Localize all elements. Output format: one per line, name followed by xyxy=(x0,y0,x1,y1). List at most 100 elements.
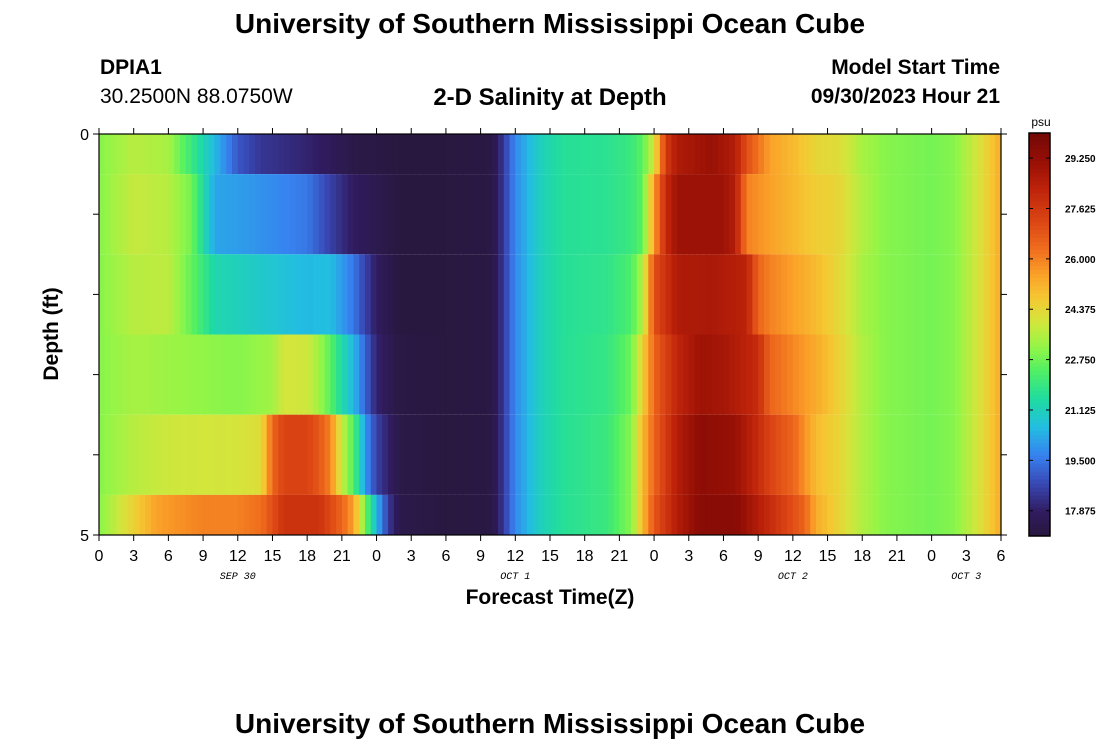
heatmap-cell xyxy=(972,414,979,495)
heatmap-cell xyxy=(636,254,644,335)
heatmap-cell xyxy=(844,494,852,535)
colorbar-segment xyxy=(1029,205,1050,211)
x-tick-label: 3 xyxy=(684,548,693,565)
heatmap-cell xyxy=(145,494,152,535)
heatmap-cell xyxy=(896,494,904,535)
heatmap-cell xyxy=(804,134,811,175)
axes: 0 3 6 9 12 15 18 21 0 3 6 9 12 15 18 21 0 3 6 9 12 15 18 21 0 3 6 S… xyxy=(80,127,1007,583)
heatmap-cell xyxy=(249,134,256,175)
heatmap-cell xyxy=(347,134,355,175)
heatmap-cell xyxy=(954,174,962,255)
heatmap-cell xyxy=(613,334,620,415)
heatmap-cell xyxy=(133,334,141,415)
heatmap-cell xyxy=(688,414,696,495)
heatmap-cell xyxy=(977,494,985,535)
heatmap-cell xyxy=(463,134,470,175)
heatmap-cell xyxy=(174,174,181,255)
heatmap-cell xyxy=(440,494,447,535)
heatmap-cell xyxy=(781,414,788,495)
heatmap-cell xyxy=(902,334,910,415)
heatmap-cell xyxy=(457,174,464,255)
heatmap-cell xyxy=(231,334,239,415)
heatmap-cell xyxy=(619,414,626,495)
heatmap-cell xyxy=(139,134,146,175)
heatmap-cell xyxy=(989,334,996,415)
heatmap-cell xyxy=(411,494,418,535)
colorbar-segment xyxy=(1029,189,1050,194)
heatmap-cell xyxy=(434,334,441,415)
station-id: DPIA1 xyxy=(100,56,162,79)
heatmap-cell xyxy=(231,494,239,535)
heatmap-cell xyxy=(463,494,470,535)
heatmap-cell xyxy=(544,134,551,175)
heatmap-cell xyxy=(191,414,198,495)
heatmap-cell xyxy=(231,414,239,495)
heatmap-cell xyxy=(769,174,777,255)
heatmap-cell xyxy=(544,494,551,535)
heatmap-cell xyxy=(266,254,274,335)
heatmap-cell xyxy=(399,134,407,175)
heatmap-cell xyxy=(943,414,950,495)
heatmap-cell xyxy=(497,334,505,415)
heatmap-cell xyxy=(359,414,366,495)
colorbar-segment xyxy=(1029,314,1050,319)
heatmap-cell xyxy=(798,334,806,415)
heatmap-cell xyxy=(307,174,314,255)
heatmap-cell xyxy=(665,134,673,175)
heatmap-cell xyxy=(868,134,875,175)
heatmap-cell xyxy=(977,334,985,415)
heatmap-cell xyxy=(312,134,320,175)
heatmap-cell xyxy=(810,494,817,535)
heatmap-cell xyxy=(405,334,412,415)
heatmap-cell xyxy=(440,254,447,335)
x-tick-label: 15 xyxy=(264,548,282,565)
colorbar: 29.250 27.625 26.000 24.375 22.750 21.125 19.5… xyxy=(1028,132,1096,537)
heatmap-cell xyxy=(208,254,216,335)
heatmap-cell xyxy=(289,174,297,255)
heatmap-cell xyxy=(434,414,441,495)
heatmap-cell xyxy=(914,414,921,495)
colorbar-segment xyxy=(1029,435,1050,440)
heatmap-cell xyxy=(682,414,690,495)
heatmap-cell xyxy=(127,174,135,255)
heatmap-cell xyxy=(891,134,898,175)
heatmap-cell xyxy=(411,414,418,495)
heatmap-cell xyxy=(324,254,331,335)
heatmap-cell xyxy=(711,494,719,535)
heatmap-cell xyxy=(758,414,765,495)
heatmap-cell xyxy=(214,174,222,255)
colorbar-segment xyxy=(1029,169,1050,174)
heatmap-cell xyxy=(920,134,927,175)
heatmap-cell xyxy=(486,254,493,335)
heatmap-cell xyxy=(619,134,626,175)
heatmap-cell xyxy=(596,254,603,335)
heatmap-cell xyxy=(243,254,250,335)
heatmap-cell xyxy=(868,254,875,335)
heatmap-cell xyxy=(931,174,938,255)
heatmap-cell xyxy=(839,134,846,175)
heatmap-cell xyxy=(948,494,956,535)
heatmap-cell xyxy=(648,334,655,415)
heatmap-cell xyxy=(295,334,302,415)
heatmap-cell xyxy=(602,254,609,335)
heatmap-cell xyxy=(133,134,141,175)
heatmap-cell xyxy=(411,174,418,255)
heatmap-cell xyxy=(769,254,777,335)
heatmap-cell xyxy=(550,494,557,535)
heatmap-cell xyxy=(839,414,846,495)
heatmap-cell xyxy=(509,134,516,175)
heatmap-cell xyxy=(353,414,360,495)
heatmap-cell xyxy=(931,254,938,335)
heatmap-cell xyxy=(792,334,800,415)
x-tick-label: 12 xyxy=(784,548,802,565)
heatmap-cell xyxy=(104,494,112,535)
heatmap-cell xyxy=(492,174,499,255)
heatmap-cell xyxy=(723,414,730,495)
heatmap-cell xyxy=(573,334,580,415)
heatmap-cell xyxy=(249,174,256,255)
heatmap-cell xyxy=(295,414,302,495)
heatmap-cell xyxy=(399,174,407,255)
colorbar-segment xyxy=(1029,334,1050,340)
heatmap-cell xyxy=(382,334,389,415)
heatmap-cell xyxy=(353,334,360,415)
